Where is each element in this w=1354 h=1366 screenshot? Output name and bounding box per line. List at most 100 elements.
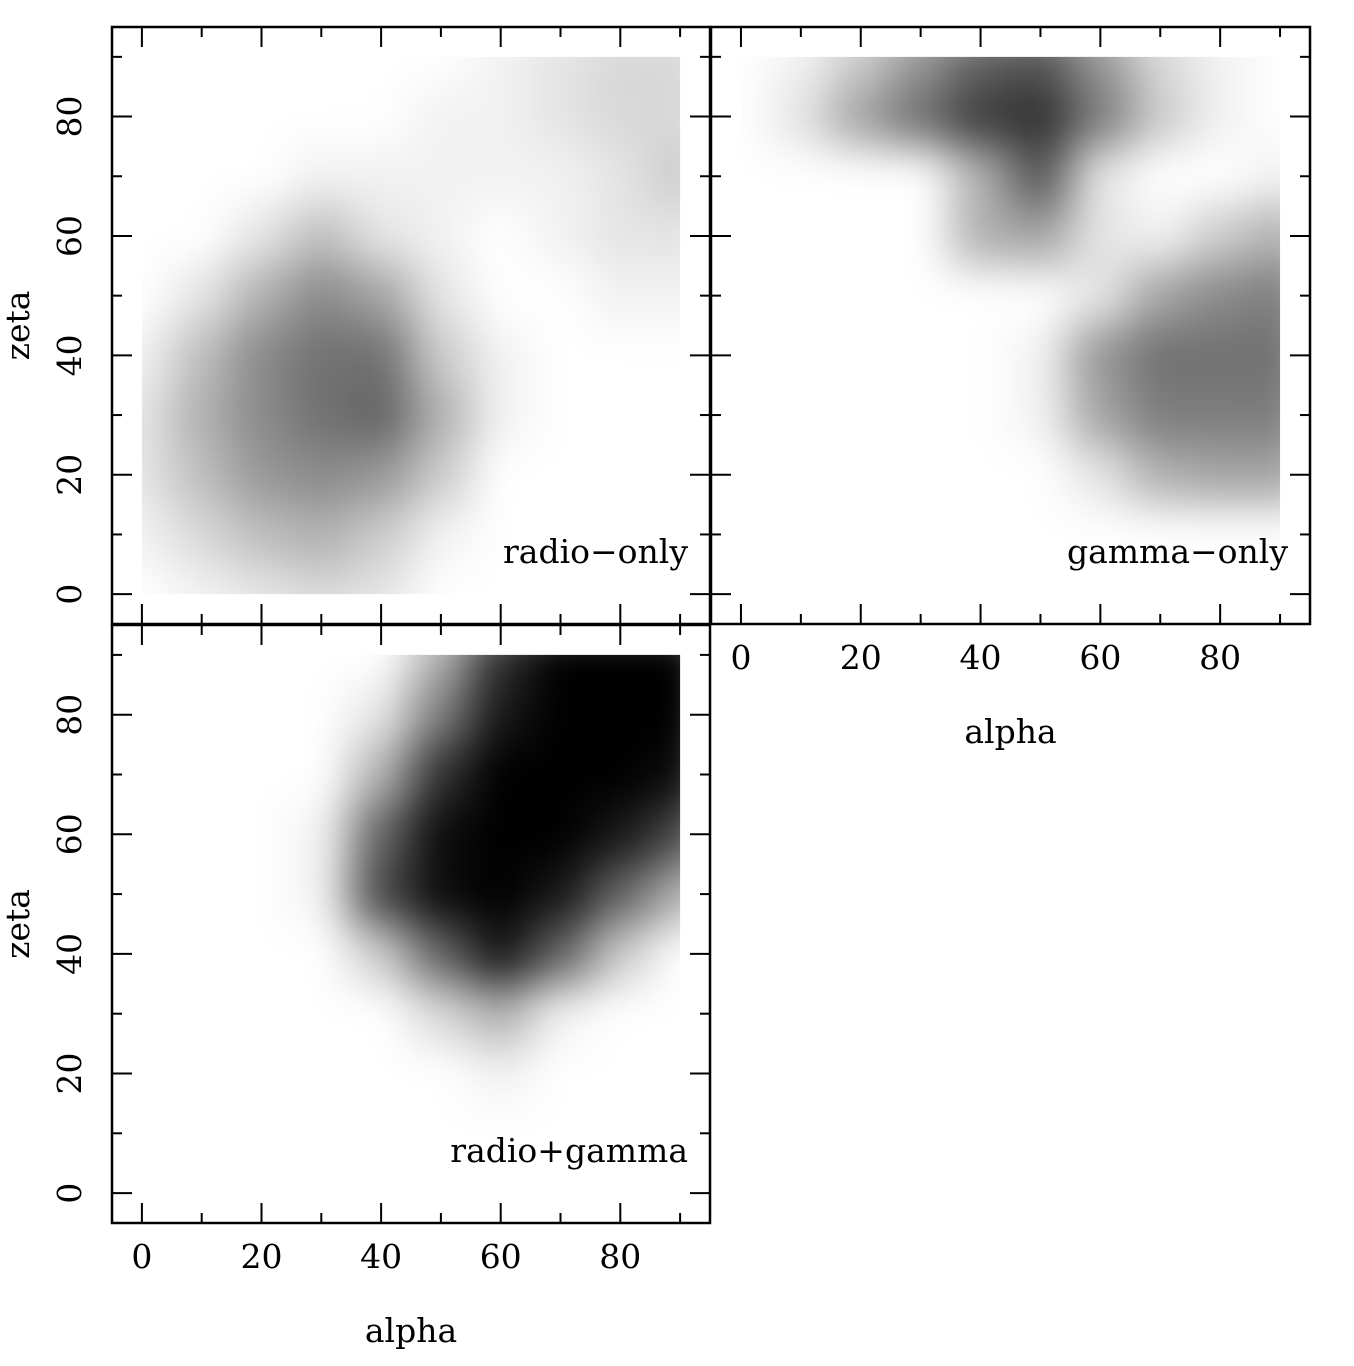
heatmap-cell (231, 684, 292, 745)
heatmap-cell (1010, 265, 1071, 326)
heatmap-cell (1129, 384, 1191, 446)
heatmap-cell (1010, 504, 1071, 565)
heatmap-cell (171, 563, 233, 595)
heatmap-cell (1010, 86, 1071, 147)
heatmap-cell (1129, 265, 1191, 326)
heatmap-cell (410, 205, 472, 267)
heatmap-cell (530, 444, 591, 505)
heatmap-cell (350, 145, 412, 207)
heatmap-cell (950, 86, 1011, 147)
heatmap-cell (830, 56, 892, 88)
heatmap-cell (171, 325, 233, 386)
heatmap-cells (770, 56, 1281, 565)
heatmap (141, 56, 681, 595)
heatmap-cell (1189, 265, 1251, 326)
heatmap-cell (890, 86, 952, 147)
heatmap-cell (231, 804, 292, 865)
heatmap-cell (1249, 265, 1281, 326)
heatmap-cell (589, 923, 651, 985)
heatmap-cell (470, 444, 531, 505)
heatmap-cell (351, 983, 412, 1044)
heatmap-cell (171, 146, 232, 207)
heatmap-cell (470, 1043, 532, 1104)
heatmap-cell (290, 145, 352, 207)
heatmap-cell (410, 803, 472, 865)
heatmap-cell (890, 56, 952, 88)
heatmap-cell (291, 924, 352, 985)
heatmap-cell (950, 56, 1011, 88)
heatmap-cell (649, 684, 681, 746)
heatmap-cell (171, 384, 233, 446)
heatmap-cell (171, 924, 232, 985)
heatmap-cell (530, 803, 591, 865)
heatmap-cell (350, 563, 412, 595)
heatmap-cell (890, 385, 951, 446)
heatmap-cell (770, 385, 831, 446)
heatmap-cell (410, 444, 472, 506)
heatmap-cell (171, 804, 232, 865)
heatmap-cell (231, 1043, 292, 1104)
y-tick-label: 60 (50, 813, 89, 855)
heatmap-cell (589, 654, 651, 686)
heatmap-cell (530, 863, 591, 925)
x-tick-label: 80 (599, 1237, 641, 1276)
heatmap-cell (171, 864, 232, 925)
heatmap-cell (410, 863, 472, 925)
heatmap-cell (291, 1043, 352, 1104)
x-tick-label: 40 (360, 1237, 402, 1276)
x-tick-label: 60 (1079, 638, 1121, 677)
heatmap-cell (231, 563, 292, 595)
heatmap-cell (410, 983, 472, 1045)
heatmap-cell (890, 146, 951, 207)
y-axis-label: zeta (0, 889, 37, 959)
heatmap-cell (770, 146, 831, 207)
heatmap-cell (1010, 145, 1071, 207)
heatmap-cell (291, 1103, 352, 1164)
heatmap-cell (291, 744, 352, 805)
heatmap-cell (589, 803, 651, 865)
heatmap-cell (350, 325, 412, 386)
panel-label: radio+gamma (450, 1131, 688, 1170)
heatmap-cell (470, 145, 532, 207)
heatmap-cell (290, 563, 352, 595)
heatmap-cell (470, 265, 531, 326)
heatmap-cell (649, 205, 681, 267)
heatmap-cell (950, 265, 1011, 326)
heatmap-cell (589, 863, 651, 925)
heatmap-cell (649, 744, 681, 805)
heatmap-cell (290, 384, 352, 446)
heatmap (171, 654, 681, 1164)
heatmap-cell (350, 504, 412, 565)
heatmap-cell (231, 86, 292, 147)
heatmap-cell (770, 504, 831, 565)
heatmap-cell (290, 325, 352, 386)
y-tick-label: 40 (50, 334, 89, 376)
heatmap-cell (231, 325, 292, 386)
heatmap-cell (890, 504, 951, 565)
heatmap-cell (530, 923, 591, 985)
heatmap-cell (171, 265, 233, 326)
heatmap-cell (141, 325, 173, 386)
heatmap-cell (1249, 205, 1281, 267)
heatmap-cell (351, 1103, 412, 1164)
heatmap-cell (1010, 384, 1071, 446)
heatmap-cell (589, 684, 651, 746)
heatmap-cell (770, 325, 831, 386)
heatmap-cells (141, 56, 681, 595)
heatmap-cell (291, 983, 352, 1044)
heatmap-cell (231, 1103, 292, 1164)
heatmap-cell (350, 444, 412, 506)
heatmap-cell (950, 325, 1011, 386)
heatmap-cell (530, 983, 591, 1045)
heatmap-cell (231, 864, 292, 925)
heatmap-cell (351, 1043, 412, 1104)
heatmap-cell (410, 654, 472, 686)
heatmap-cell (649, 145, 681, 207)
heatmap-cell (649, 863, 681, 925)
heatmap-cell (530, 385, 591, 446)
heatmap-cell (649, 654, 681, 686)
y-tick-label: 20 (50, 454, 89, 496)
heatmap-cell (950, 205, 1011, 267)
heatmap-cell (470, 384, 532, 446)
y-tick-label: 20 (50, 1053, 89, 1095)
